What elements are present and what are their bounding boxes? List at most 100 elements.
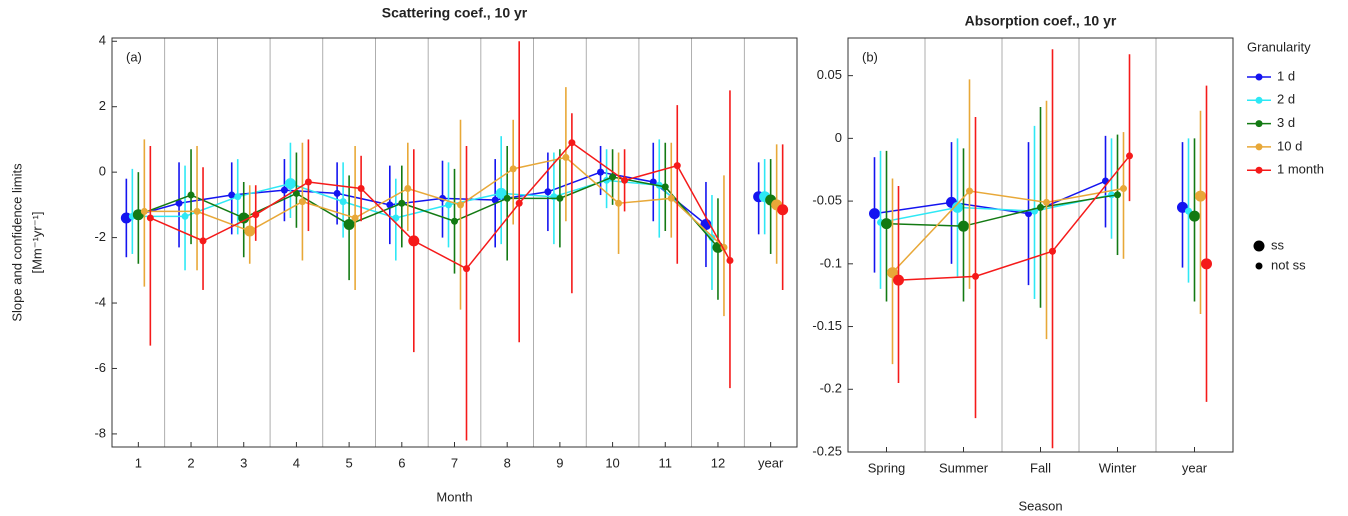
marker — [667, 194, 675, 202]
x-tick-label: year — [758, 455, 784, 470]
marker — [339, 198, 347, 206]
legend-label: 1 month — [1277, 162, 1324, 177]
marker — [509, 165, 517, 173]
legend-label: 3 d — [1277, 115, 1295, 130]
marker — [357, 185, 365, 193]
legend-title: Granularity — [1247, 39, 1311, 54]
marker — [597, 168, 605, 176]
chart-title: Absorption coef., 10 yr — [965, 13, 1117, 29]
y-axis-label: Slope and confidence limits — [9, 163, 24, 322]
y-tick-label: -0.05 — [812, 193, 842, 208]
x-tick-label: 2 — [187, 455, 194, 470]
panel-label: (b) — [862, 49, 878, 64]
marker — [568, 139, 576, 147]
legend-marker — [1255, 120, 1263, 128]
y-tick-label: -0.1 — [820, 255, 842, 270]
marker — [1201, 258, 1212, 270]
legend-label: 10 d — [1277, 138, 1302, 153]
series-line — [880, 194, 1112, 224]
marker — [621, 176, 629, 184]
x-tick-label: Spring — [868, 460, 906, 475]
series-line — [132, 179, 713, 239]
y-axis-unit: [Mm⁻¹yr⁻¹] — [29, 211, 44, 273]
x-tick-label: Winter — [1099, 460, 1137, 475]
marker — [199, 237, 207, 245]
series-line — [144, 156, 725, 248]
marker — [1114, 191, 1121, 199]
series-line — [126, 171, 707, 226]
y-tick-label: -0.15 — [812, 318, 842, 333]
x-tick-label: Summer — [939, 460, 989, 475]
marker — [457, 201, 464, 209]
x-tick-label: 12 — [711, 455, 725, 470]
legend-marker — [1255, 166, 1263, 174]
marker — [661, 183, 669, 191]
marker — [181, 212, 189, 220]
y-tick-label: 0 — [835, 130, 842, 145]
x-tick-label: 7 — [451, 455, 458, 470]
marker — [234, 193, 242, 201]
series-line — [898, 155, 1131, 281]
x-tick-label: year — [1182, 460, 1208, 475]
x-tick-label: 8 — [504, 455, 511, 470]
marker — [140, 207, 148, 215]
marker — [463, 265, 470, 273]
marker — [284, 178, 296, 190]
x-tick-label: 9 — [556, 455, 563, 470]
marker — [187, 191, 195, 199]
marker — [1120, 185, 1127, 193]
y-tick-label: 2 — [99, 98, 106, 113]
marker — [404, 185, 412, 193]
marker — [333, 189, 341, 197]
marker — [445, 201, 452, 209]
marker — [304, 178, 312, 186]
marker — [556, 194, 564, 202]
y-tick-label: 0 — [99, 164, 106, 179]
marker — [451, 217, 458, 225]
marker — [244, 225, 256, 237]
chart-title: Scattering coef., 10 yr — [382, 5, 528, 21]
marker — [1126, 152, 1133, 160]
marker — [193, 207, 201, 215]
marker — [609, 173, 617, 181]
legend-marker — [1255, 262, 1263, 270]
y-tick-label: -0.25 — [812, 443, 842, 458]
marker — [495, 187, 507, 199]
marker — [972, 272, 979, 280]
series-line — [886, 194, 1118, 227]
marker — [408, 235, 420, 247]
marker — [298, 198, 306, 206]
marker — [351, 214, 359, 222]
x-tick-label: 10 — [605, 455, 619, 470]
marker — [398, 199, 406, 207]
marker — [280, 186, 288, 194]
series-line — [150, 141, 731, 270]
marker — [1025, 210, 1032, 218]
legend-label: 1 d — [1277, 68, 1295, 83]
marker — [503, 194, 511, 202]
y-tick-label: -6 — [94, 360, 106, 375]
y-tick-label: -8 — [94, 425, 106, 440]
x-axis-label: Month — [436, 489, 472, 504]
marker — [887, 267, 898, 279]
marker — [491, 196, 499, 204]
marker — [952, 201, 963, 213]
x-tick-label: 11 — [659, 455, 673, 470]
series-line — [891, 187, 1124, 274]
x-tick-label: 4 — [293, 455, 300, 470]
marker — [292, 189, 300, 197]
y-tick-label: -0.2 — [820, 381, 842, 396]
marker — [1049, 247, 1056, 255]
marker — [1195, 190, 1206, 202]
marker — [893, 274, 904, 286]
marker — [1189, 210, 1200, 222]
marker — [550, 193, 558, 201]
marker — [615, 199, 623, 207]
legend-marker — [1253, 240, 1265, 252]
marker — [252, 211, 260, 219]
x-tick-label: 3 — [240, 455, 247, 470]
marker — [726, 256, 734, 264]
legend-marker — [1255, 73, 1263, 81]
panel-label: (a) — [126, 49, 142, 64]
